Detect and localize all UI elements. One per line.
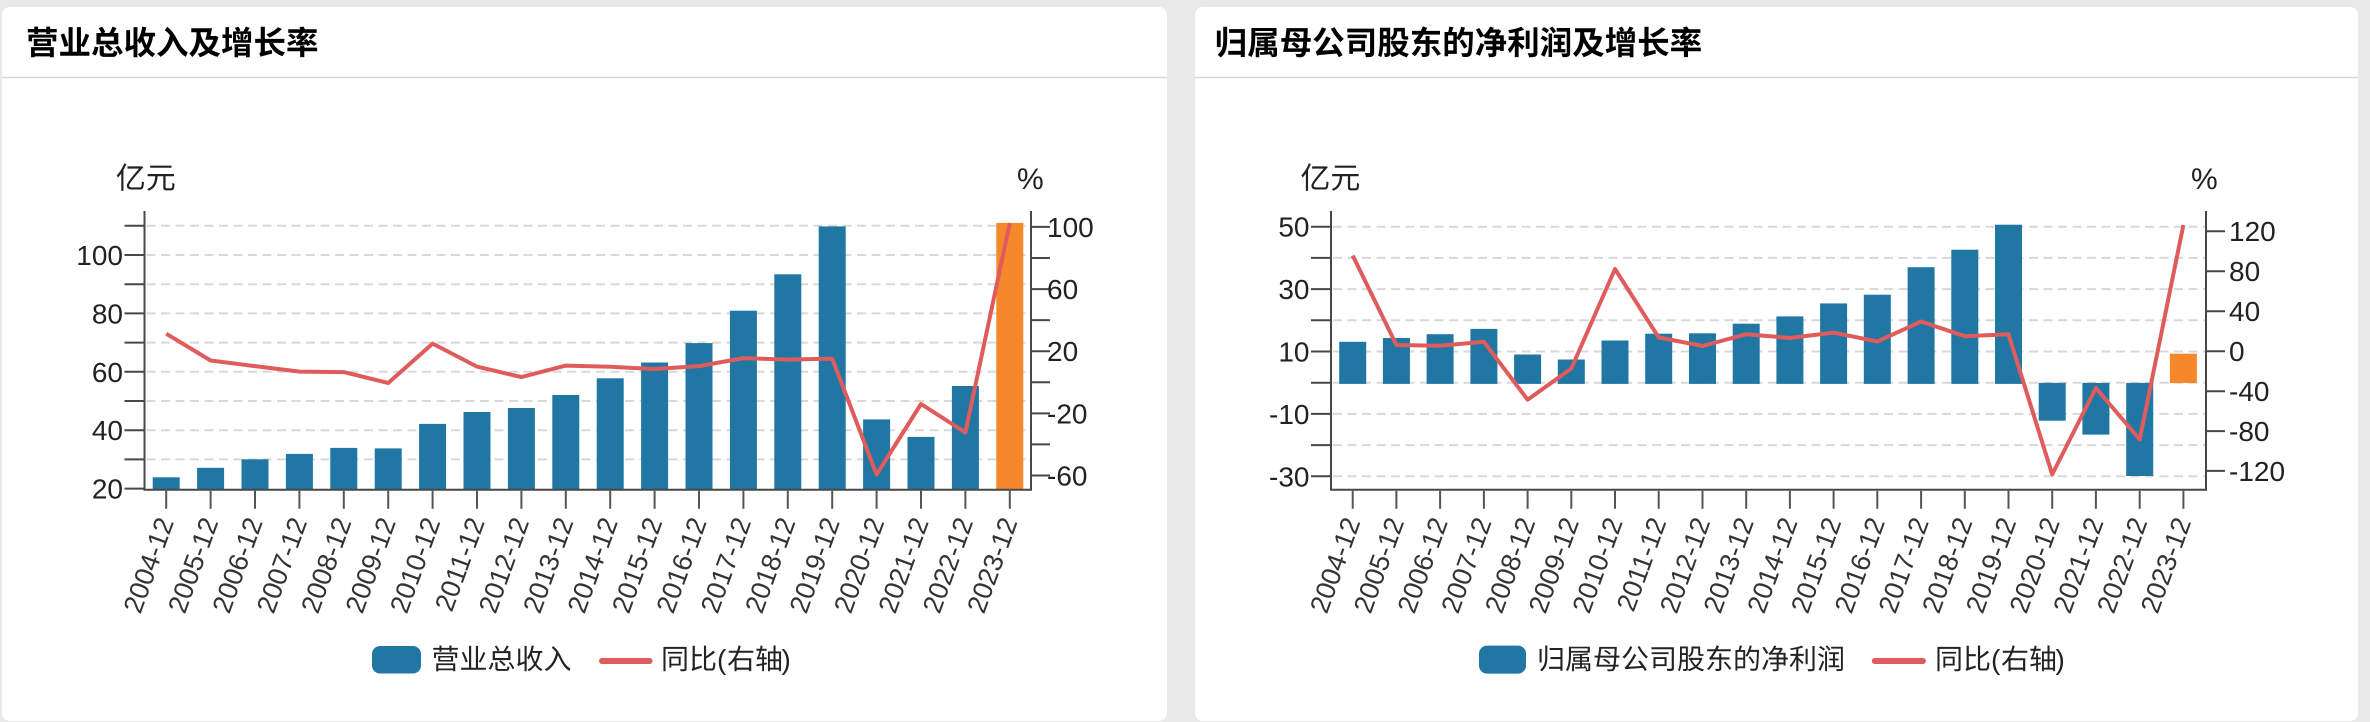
svg-text:(: ( [1991,644,2001,675]
svg-text:60: 60 [1047,274,1078,305]
svg-text:20: 20 [1047,336,1078,367]
svg-text:%: % [1017,163,1044,196]
svg-text:-20: -20 [1047,398,1087,429]
svg-text:120: 120 [2229,216,2276,247]
svg-text:-60: -60 [1047,461,1087,492]
svg-text:100: 100 [1047,212,1094,243]
svg-text:0: 0 [2229,336,2245,367]
svg-text:50: 50 [1278,212,1309,243]
svg-text:-10: -10 [1269,399,1309,430]
svg-text:): ) [2056,644,2065,675]
svg-text:%: % [2191,163,2218,196]
svg-text:80: 80 [2229,256,2260,287]
svg-text:): ) [782,644,791,675]
svg-text:-120: -120 [2229,456,2285,487]
svg-text:40: 40 [2229,296,2260,327]
svg-text:40: 40 [92,415,123,446]
svg-text:-30: -30 [1269,461,1309,492]
svg-text:10: 10 [1278,337,1309,368]
svg-text:-80: -80 [2229,416,2269,447]
svg-text:30: 30 [1278,274,1309,305]
svg-text:(: ( [717,644,727,675]
svg-text:100: 100 [76,240,123,271]
svg-text:20: 20 [92,474,123,505]
svg-text:60: 60 [92,357,123,388]
svg-text:80: 80 [92,298,123,329]
svg-text:-40: -40 [2229,376,2269,407]
